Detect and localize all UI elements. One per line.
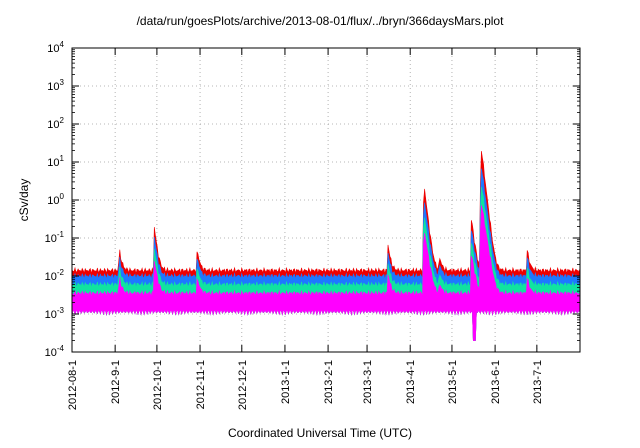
green-series-area xyxy=(71,186,581,341)
x-tick-label: 2012-12-1 xyxy=(237,360,249,410)
x-tick-labels: 2012-08-1 2012-9-1 2012-10-1 2012-11-1 2012-… xyxy=(67,360,544,410)
x-tick-label: 2013-3-1 xyxy=(362,360,374,404)
y-tick-label: 101 xyxy=(47,154,64,169)
plot-frame xyxy=(71,47,581,353)
y-tick-labels: 10-4 10-3 10-2 10-1 100 101 102 103 104 xyxy=(45,40,65,359)
x-tick-label: 2013-5-1 xyxy=(447,360,459,404)
chart-title: /data/run/goesPlots/archive/2013-08-01/f… xyxy=(136,14,504,28)
y-tick-label: 104 xyxy=(47,40,64,55)
x-axis-label: Coordinated Universal Time (UTC) xyxy=(227,426,413,440)
y-tick-label: 10-1 xyxy=(45,230,65,245)
x-tick-label: 2012-08-1 xyxy=(67,360,79,410)
x-tick-label: 2012-11-1 xyxy=(195,360,207,409)
y-tick-label: 100 xyxy=(47,192,64,207)
plot-border xyxy=(71,47,581,353)
x-tick-label: 2012-9-1 xyxy=(110,360,122,404)
x-tick-label: 2013-7-1 xyxy=(532,360,544,404)
series-areas xyxy=(71,150,581,341)
y-tick-label: 102 xyxy=(47,116,64,131)
blue-series-area xyxy=(71,168,581,341)
y-tick-label: 10-3 xyxy=(45,306,65,321)
y-tick-label: 103 xyxy=(47,78,64,93)
x-tick-label: 2013-1-1 xyxy=(280,360,292,404)
x-tick-label: 2013-2-1 xyxy=(323,360,335,404)
x-tick-label: 2013-4-1 xyxy=(405,360,417,404)
x-tick-label: 2012-10-1 xyxy=(152,360,164,410)
y-tick-label: 10-2 xyxy=(45,268,65,283)
x-tick-label: 2013-6-1 xyxy=(490,360,502,404)
y-tick-label: 10-4 xyxy=(45,344,65,359)
